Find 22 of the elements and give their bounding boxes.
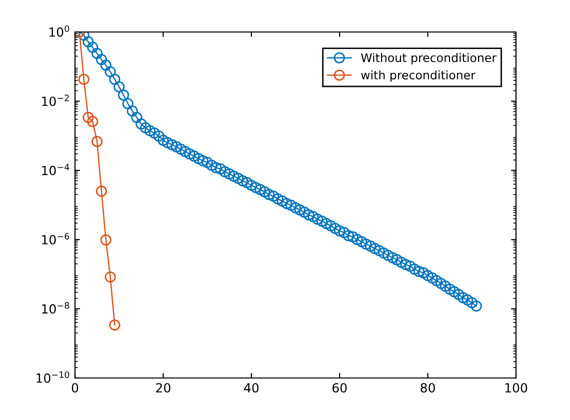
point	[104, 271, 116, 283]
x-tick-label: 20	[156, 383, 170, 393]
point	[87, 116, 98, 127]
point	[78, 74, 90, 85]
y-tick-label: 10$^{−8}$	[42, 302, 70, 314]
point	[96, 186, 108, 197]
y-tick-label: 10$^{−2}$	[42, 94, 69, 106]
y-tick-label: 10$^{−4}$	[42, 164, 70, 176]
legend-label: with preconditioner	[361, 70, 476, 82]
point	[91, 136, 103, 148]
x-tick-label: 80	[420, 383, 435, 393]
point	[82, 112, 94, 123]
point	[109, 319, 120, 331]
x-tick-label: 60	[332, 383, 347, 393]
x-tick-label: 40	[244, 383, 259, 393]
y-tick-label: 10$^{−10}$	[36, 371, 70, 383]
point	[100, 234, 112, 246]
y-tick-label: 10$^{−6}$	[42, 232, 70, 244]
x-tick-label: 0	[72, 383, 78, 393]
y-tick-label: 10$^{0}$	[50, 25, 70, 37]
legend-label: Without preconditioner	[361, 53, 497, 64]
x-tick-label: 100	[505, 383, 528, 393]
